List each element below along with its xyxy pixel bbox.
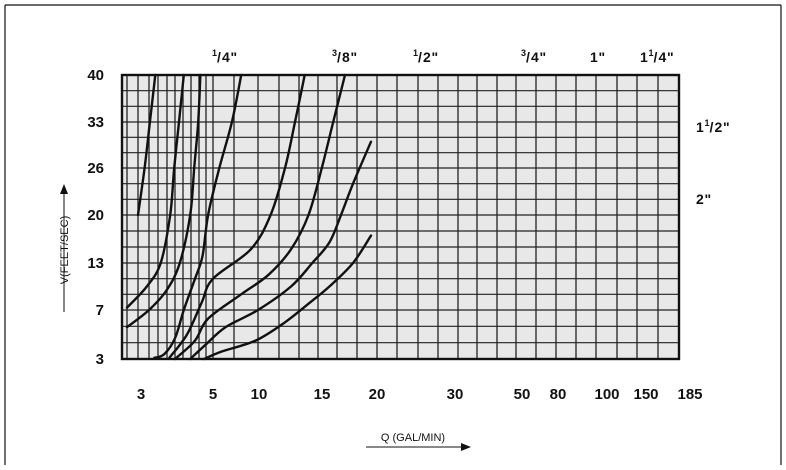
svg-text:/: / [337,49,341,65]
svg-text:1: 1 [705,118,710,128]
svg-text:2: 2 [696,191,704,207]
plot-border [120,73,681,361]
svg-text:/: / [654,49,658,65]
svg-text:1: 1 [212,48,217,58]
svg-text:": " [599,49,606,65]
x-tick-label: 185 [677,386,702,403]
x-tick-label: 30 [447,386,464,403]
x-tick-label: 100 [594,386,619,403]
svg-text:4: 4 [659,49,667,65]
series-curve [173,73,347,361]
svg-text:": " [540,49,547,65]
svg-text:": " [231,49,238,65]
svg-text:8: 8 [342,49,350,65]
svg-text:1: 1 [590,49,598,65]
svg-text:": " [723,119,730,135]
x-tick-label: 15 [314,386,331,403]
x-tick-label: 10 [251,386,268,403]
y-tick-label: 13 [87,255,104,272]
y-tick-label: 3 [96,351,104,368]
y-tick-label: 40 [87,67,104,84]
y-tick-label: 26 [87,160,104,177]
svg-text:/: / [217,49,221,65]
series-curve [125,73,202,329]
y-axis-title: V(FEET/SEC) [59,216,71,284]
x-axis-arrow-head [461,443,471,451]
svg-text:1: 1 [696,119,704,135]
pipe-size-label: 1 1/2 " [696,118,730,135]
pipe-size-label: 3/8 " [332,48,357,65]
svg-text:3: 3 [332,48,337,58]
svg-text:2: 2 [715,119,723,135]
svg-text:": " [432,49,439,65]
series-curve [136,73,157,217]
pipe-size-label: 1/2 " [413,48,438,65]
svg-text:3: 3 [521,48,526,58]
x-tick-label: 150 [633,386,658,403]
svg-text:1: 1 [413,48,418,58]
y-axis-arrow-head [60,184,68,194]
series-curve [125,73,185,309]
pipe-size-label: 1/4 " [212,48,237,65]
series-curve [189,140,373,361]
svg-text:/: / [710,119,714,135]
svg-text:/: / [418,49,422,65]
y-tick-label: 20 [87,207,104,224]
y-tick-label: 33 [87,114,104,131]
series-curve [168,73,306,359]
x-axis-title: Q (GAL/MIN) [381,432,445,444]
pipe-size-label: 2 " [696,191,711,207]
pipe-size-label: 1 " [590,49,605,65]
svg-text:1: 1 [640,49,648,65]
svg-text:/: / [526,49,530,65]
x-tick-label: 5 [209,386,217,403]
svg-text:2: 2 [423,49,431,65]
svg-text:1: 1 [649,48,654,58]
x-tick-label: 80 [550,386,567,403]
svg-text:": " [667,49,674,65]
svg-text:": " [351,49,358,65]
pipe-size-label: 3/4 " [521,48,546,65]
x-tick-label: 3 [137,386,145,403]
y-tick-label: 7 [96,302,104,319]
svg-text:": " [705,191,712,207]
x-tick-label: 50 [514,386,531,403]
series-curve [202,234,373,361]
pipe-size-label: 1 1/4 " [640,48,674,65]
series-curve [153,73,243,359]
x-tick-label: 20 [369,386,386,403]
svg-text:4: 4 [222,49,230,65]
svg-text:4: 4 [531,49,539,65]
